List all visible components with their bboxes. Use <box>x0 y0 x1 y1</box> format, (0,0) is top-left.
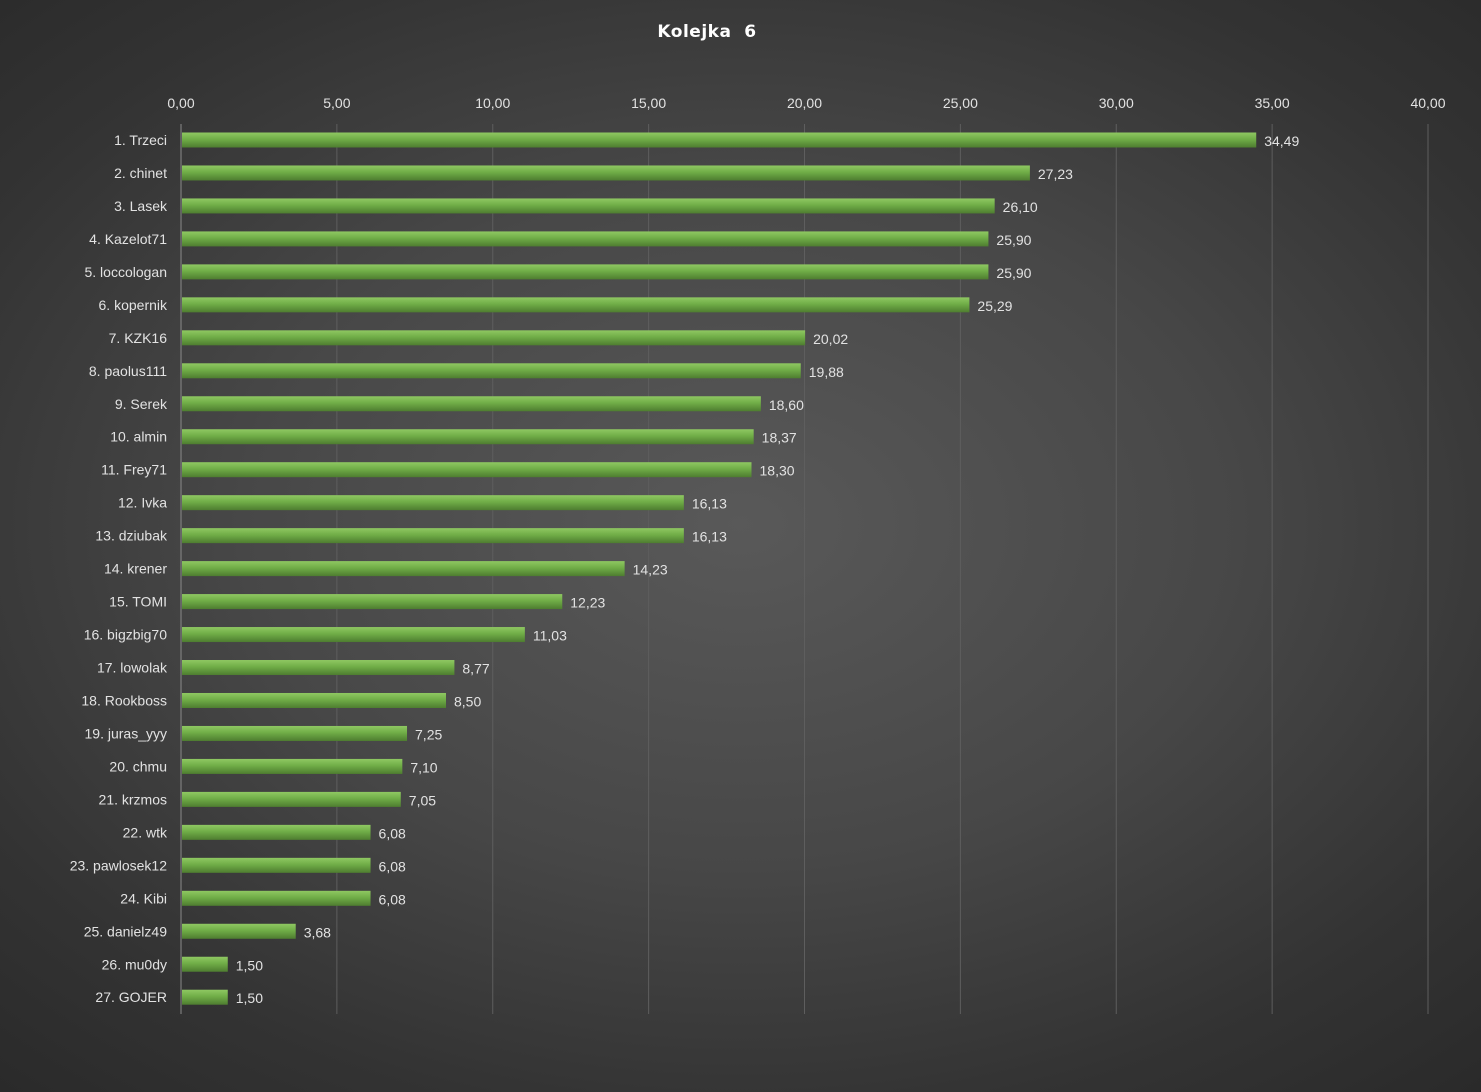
bars <box>182 132 1257 1005</box>
bar <box>182 429 754 445</box>
data-label: 6,08 <box>379 858 406 874</box>
bar <box>182 989 228 1005</box>
bar <box>182 132 1257 148</box>
bar <box>182 660 455 676</box>
data-label: 8,77 <box>462 661 489 677</box>
category-label: 8. paolus111 <box>89 363 167 379</box>
data-label: 18,30 <box>760 463 795 479</box>
data-label: 16,13 <box>692 529 727 545</box>
data-label: 6,08 <box>379 825 406 841</box>
data-label: 25,90 <box>996 232 1031 248</box>
category-label: 19. juras_yyy <box>85 725 167 741</box>
category-label: 20. chmu <box>109 758 167 774</box>
bar <box>182 363 801 379</box>
category-label: 25. danielz49 <box>84 923 168 939</box>
bar <box>182 495 684 511</box>
category-label: 13. dziubak <box>95 528 168 544</box>
bar <box>182 725 408 741</box>
bar <box>182 890 371 906</box>
bar <box>182 297 970 313</box>
bar <box>182 627 525 643</box>
data-label: 12,23 <box>570 595 605 611</box>
data-label: 25,90 <box>996 265 1031 281</box>
category-label: 27. GOJER <box>95 989 167 1005</box>
category-label: 9. Serek <box>115 396 168 412</box>
category-labels: 1. Trzeci 2. chinet 3. Lasek 4. Kazelot71 5.… <box>70 132 168 1005</box>
bar <box>182 594 563 610</box>
data-label: 25,29 <box>977 298 1012 314</box>
data-label: 18,60 <box>769 397 804 413</box>
category-label: 12. Ivka <box>118 495 167 511</box>
x-tick-label: 20,00 <box>787 95 822 111</box>
bar <box>182 923 296 939</box>
data-label: 7,10 <box>410 759 437 775</box>
data-label: 34,49 <box>1264 133 1299 149</box>
bar <box>182 462 752 478</box>
x-tick-label: 35,00 <box>1255 95 1290 111</box>
x-tick-label: 5,00 <box>323 95 350 111</box>
bar <box>182 396 761 412</box>
category-label: 6. kopernik <box>99 297 168 313</box>
data-label: 1,50 <box>236 990 263 1006</box>
data-label: 7,05 <box>409 792 436 808</box>
category-label: 14. krener <box>104 561 167 577</box>
bar <box>182 165 1030 181</box>
data-label: 18,37 <box>762 430 797 446</box>
bar <box>182 956 228 972</box>
data-label: 1,50 <box>236 957 263 973</box>
x-tick-label: 25,00 <box>943 95 978 111</box>
category-label: 24. Kibi <box>120 890 167 906</box>
bar <box>182 330 806 346</box>
category-label: 15. TOMI <box>109 594 167 610</box>
bar <box>182 231 989 247</box>
bar <box>182 824 371 840</box>
data-label: 20,02 <box>813 331 848 347</box>
data-label: 14,23 <box>633 562 668 578</box>
x-tick-label: 30,00 <box>1099 95 1134 111</box>
x-tick-label: 0,00 <box>167 95 194 111</box>
bar <box>182 791 401 807</box>
category-label: 18. Rookboss <box>81 692 167 708</box>
bar <box>182 264 989 280</box>
chart-title: Kolejka 6 <box>657 22 756 42</box>
category-label: 26. mu0dy <box>102 956 167 972</box>
category-label: 4. Kazelot71 <box>89 231 167 247</box>
data-label: 27,23 <box>1038 166 1073 182</box>
bar <box>182 692 446 708</box>
category-label: 10. almin <box>110 429 167 445</box>
x-tick-label: 40,00 <box>1410 95 1445 111</box>
data-labels: 34,49 27,23 26,10 25,90 25,90 25,29 20,02 19,88… <box>236 133 1300 1006</box>
category-label: 22. wtk <box>123 824 168 840</box>
category-label: 3. Lasek <box>114 198 168 214</box>
bar <box>182 857 371 873</box>
category-label: 16. bigzbig70 <box>84 627 168 643</box>
data-label: 7,25 <box>415 726 442 742</box>
category-label: 5. loccologan <box>84 264 167 280</box>
bar <box>182 198 995 214</box>
category-label: 17. lowolak <box>97 660 168 676</box>
data-label: 16,13 <box>692 496 727 512</box>
data-label: 6,08 <box>379 891 406 907</box>
x-axis: 0,00 5,00 10,00 15,00 20,00 25,00 30,00 35,00 40… <box>167 95 1446 1014</box>
category-label: 11. Frey71 <box>101 462 167 478</box>
category-label: 1. Trzeci <box>114 132 167 148</box>
data-label: 26,10 <box>1003 199 1038 215</box>
bar <box>182 758 403 774</box>
category-label: 2. chinet <box>114 165 167 181</box>
data-label: 8,50 <box>454 693 481 709</box>
category-label: 23. pawlosek12 <box>70 857 168 873</box>
bar <box>182 561 625 577</box>
category-label: 21. krzmos <box>99 791 167 807</box>
data-label: 11,03 <box>533 628 567 644</box>
data-label: 19,88 <box>809 364 844 380</box>
category-label: 7. KZK16 <box>109 330 168 346</box>
x-tick-label: 10,00 <box>475 95 510 111</box>
x-tick-label: 15,00 <box>631 95 666 111</box>
bar <box>182 528 684 544</box>
data-label: 3,68 <box>304 924 331 940</box>
